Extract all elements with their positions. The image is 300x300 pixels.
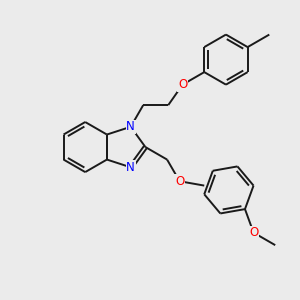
Text: N: N [126,161,135,174]
Text: O: O [175,175,184,188]
Text: N: N [126,120,135,133]
Text: O: O [178,78,187,91]
Text: O: O [249,226,258,239]
